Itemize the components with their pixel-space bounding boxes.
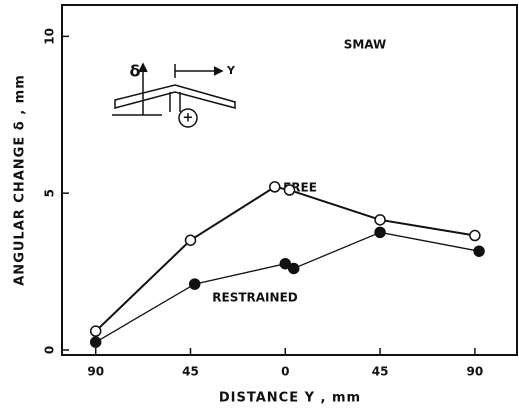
data-point bbox=[184, 234, 197, 246]
data-point bbox=[473, 245, 485, 257]
data-point bbox=[287, 262, 300, 275]
data-point bbox=[279, 257, 292, 270]
data-point bbox=[269, 181, 281, 193]
y-tick-label: 0 bbox=[43, 346, 57, 354]
x-axis-label: DISTANCE Y , mm bbox=[219, 391, 361, 406]
x-tick-label: 45 bbox=[372, 365, 389, 379]
inset-label: Y bbox=[226, 64, 236, 77]
x-tick-label: 0 bbox=[281, 365, 289, 379]
series-line bbox=[95, 231, 480, 343]
annotation: SMAW bbox=[344, 38, 387, 52]
data-point bbox=[374, 226, 386, 239]
y-axis-label: ANGULAR CHANGE δ , mm bbox=[13, 74, 28, 286]
data-point bbox=[469, 229, 481, 242]
x-tick-label: 90 bbox=[467, 365, 484, 379]
y-tick-label: 5 bbox=[43, 189, 57, 197]
inset-diagram bbox=[112, 62, 236, 128]
data-point bbox=[283, 184, 296, 196]
data-point bbox=[374, 214, 386, 226]
series-line bbox=[95, 185, 476, 332]
x-tick-label: 45 bbox=[182, 365, 199, 379]
y-tick-label: 10 bbox=[43, 28, 57, 45]
x-tick-label: 90 bbox=[87, 365, 104, 379]
annotation: RESTRAINED bbox=[212, 291, 297, 305]
inset-label: δ bbox=[130, 62, 141, 81]
data-point bbox=[89, 336, 102, 348]
plot-frame bbox=[61, 4, 518, 356]
data-point bbox=[188, 278, 201, 290]
data-point bbox=[89, 325, 102, 337]
inset-label: + bbox=[183, 111, 194, 126]
